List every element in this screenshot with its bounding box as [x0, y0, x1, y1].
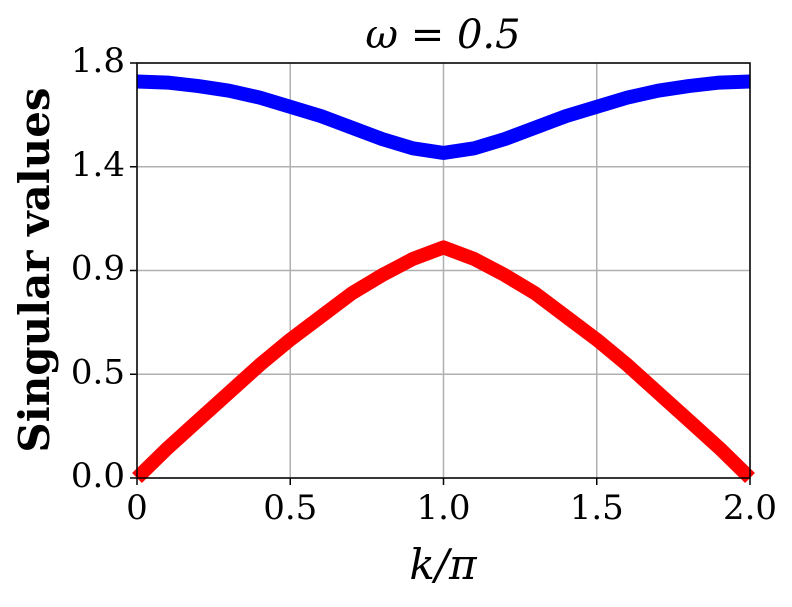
y-tick-label: 1.8 [71, 41, 125, 81]
y-axis-label: Singular values [10, 87, 59, 452]
x-axis-label: k/π [409, 540, 478, 589]
y-tick-label: 0.9 [71, 249, 125, 289]
y-tick-label: 0.5 [71, 352, 125, 392]
series-line [136, 74, 751, 160]
y-tick-label: 1.4 [71, 145, 125, 185]
x-tick-label: 0 [126, 488, 148, 528]
x-tick-label: 2.0 [723, 488, 777, 528]
plot-frame [136, 62, 751, 479]
series-line [132, 240, 755, 484]
chart-title: ω = 0.5 [365, 12, 520, 58]
x-tick-label: 1.0 [416, 488, 470, 528]
y-tick-label: 0.0 [71, 456, 125, 496]
x-tick-label: 1.5 [570, 488, 624, 528]
x-tick-label: 0.5 [263, 488, 317, 528]
